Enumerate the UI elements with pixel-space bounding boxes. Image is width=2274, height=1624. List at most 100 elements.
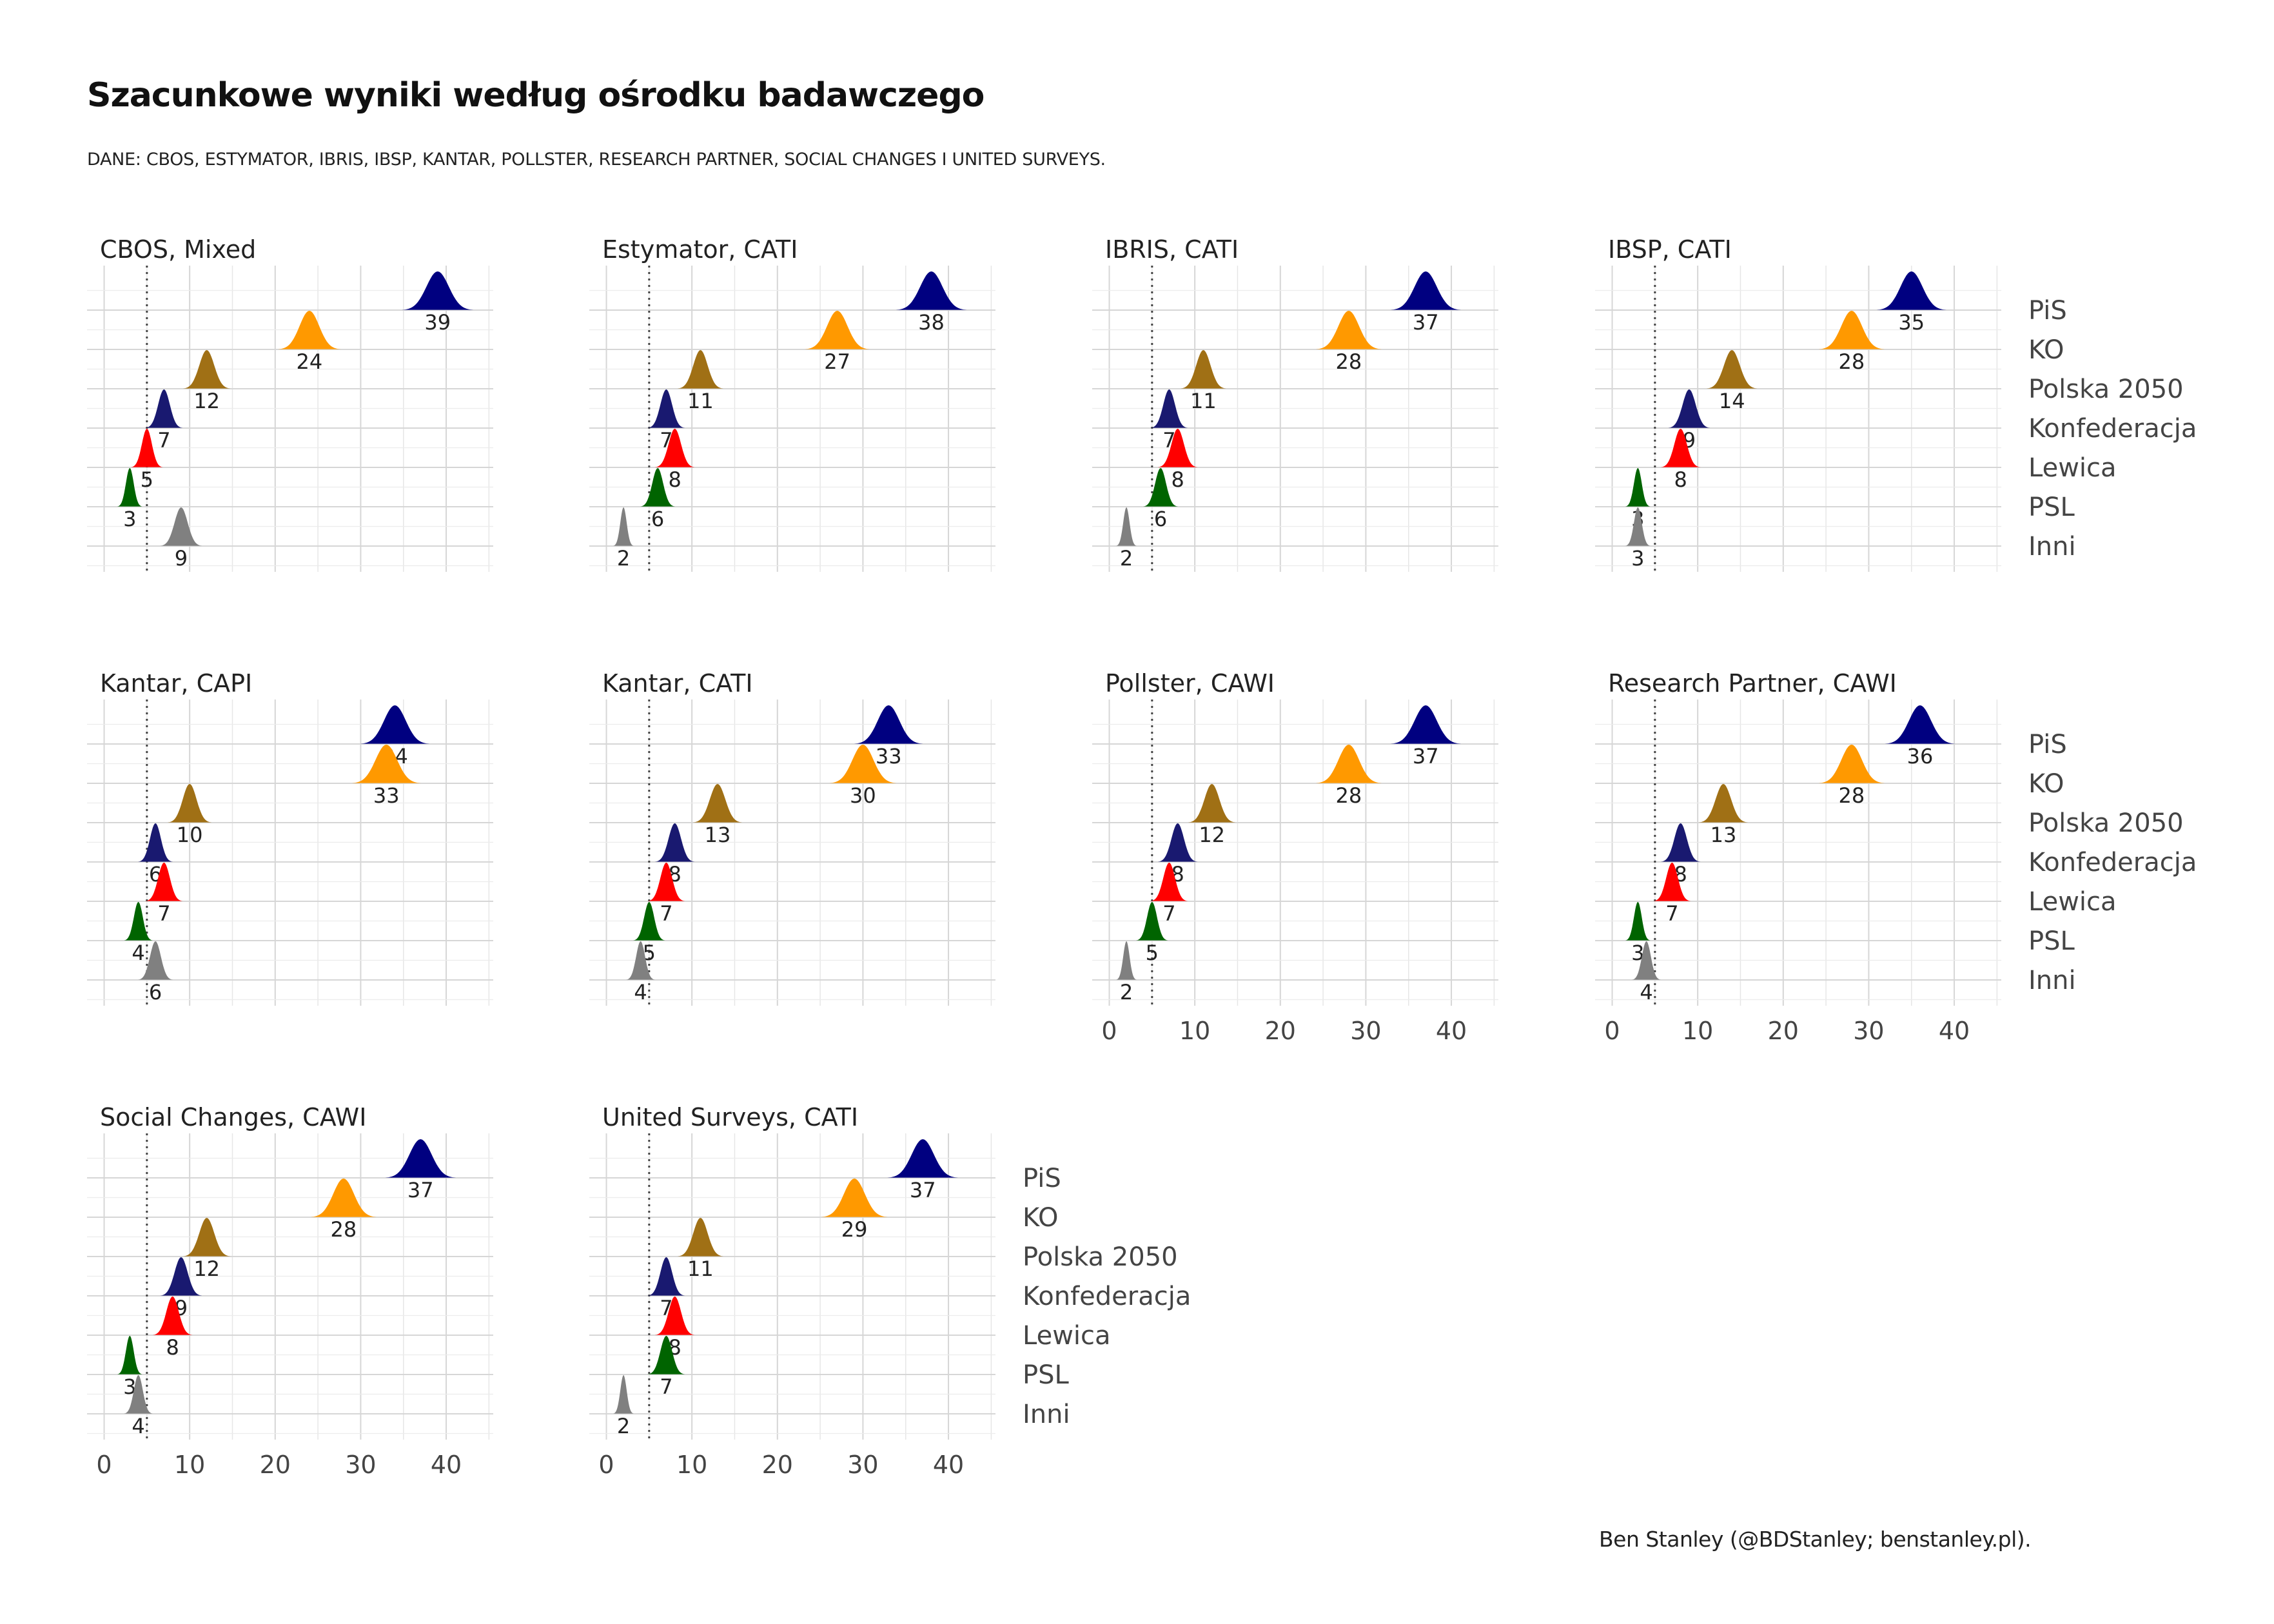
- value-label-polska-2050: 13: [1710, 823, 1737, 847]
- ridge-inni: [160, 507, 202, 546]
- y-tick-label-psl: PSL: [2028, 493, 2075, 522]
- ridge-psl: [640, 468, 676, 507]
- value-label-psl: 6: [651, 507, 664, 531]
- facet-panel: IBSP, CATI3528149833PiSKOPolska 2050Konf…: [1595, 235, 2197, 572]
- value-label-lewica: 8: [1171, 467, 1184, 492]
- ridge-inni: [613, 1375, 634, 1414]
- value-label-inni: 2: [1120, 980, 1133, 1004]
- y-tick-label-ko: KO: [2028, 335, 2064, 365]
- value-label-ko: 30: [850, 783, 876, 808]
- ridge-polska-2050: [1706, 350, 1758, 389]
- value-label-ko: 33: [373, 783, 400, 808]
- value-label-ko: 24: [296, 349, 322, 374]
- y-tick-label-pis: PiS: [2028, 296, 2067, 326]
- ridge-lewica: [654, 1296, 695, 1335]
- value-label-lewica: 7: [660, 901, 672, 926]
- value-label-lewica: 5: [141, 467, 153, 492]
- value-label-polska-2050: 12: [1199, 823, 1225, 847]
- ridge-konfederacja: [654, 823, 695, 862]
- ridge-ko: [310, 1179, 377, 1217]
- x-tick-label: 10: [174, 1451, 205, 1479]
- ridge-inni: [1632, 941, 1661, 980]
- y-tick-label-konfederacja: Konfederacja: [2028, 848, 2197, 877]
- ridge-ko: [1315, 311, 1382, 349]
- ridge-lewica: [654, 429, 695, 467]
- ridge-ko: [1818, 745, 1885, 783]
- ridge-psl: [124, 902, 153, 941]
- value-label-psl: 6: [1154, 507, 1167, 531]
- ridge-lewica: [1157, 429, 1198, 467]
- ridge-pis: [385, 1139, 456, 1178]
- y-tick-label-polska-2050: Polska 2050: [2028, 375, 2184, 404]
- y-tick-label-ko: KO: [1023, 1203, 1059, 1233]
- y-tick-label-konfederacja: Konfederacja: [2028, 414, 2197, 444]
- value-label-polska-2050: 13: [705, 823, 731, 847]
- value-label-polska-2050: 12: [193, 389, 220, 413]
- facet-title: IBSP, CATI: [1608, 235, 1732, 264]
- ridge-psl: [1136, 902, 1168, 941]
- value-label-ko: 27: [824, 349, 850, 374]
- x-tick-label: 20: [762, 1451, 793, 1479]
- y-tick-label-lewica: Lewica: [2028, 453, 2117, 483]
- ridge-pis: [887, 1139, 959, 1178]
- value-label-ko: 28: [331, 1217, 357, 1242]
- facet-title: Pollster, CAWI: [1105, 669, 1275, 698]
- ridge-psl: [1625, 902, 1651, 941]
- value-label-psl: 3: [1631, 941, 1644, 965]
- y-tick-label-pis: PiS: [2028, 730, 2067, 759]
- value-label-inni: 2: [1120, 546, 1133, 571]
- ridge-pis: [1885, 705, 1955, 744]
- ridge-polska-2050: [182, 1218, 231, 1257]
- x-tick-label: 0: [96, 1451, 112, 1479]
- value-label-polska-2050: 11: [687, 389, 714, 413]
- ridge-konfederacja: [1157, 823, 1198, 862]
- ridge-polska-2050: [692, 784, 743, 823]
- value-label-psl: 3: [123, 507, 136, 531]
- y-tick-label-lewica: Lewica: [1023, 1321, 1111, 1351]
- ridge-konfederacja: [1668, 389, 1710, 428]
- y-tick-label-inni: Inni: [2028, 532, 2076, 562]
- ridge-lewica: [1150, 863, 1188, 901]
- ridge-konfederacja: [647, 389, 685, 428]
- ridge-konfederacja: [1660, 823, 1701, 862]
- value-label-pis: 33: [876, 744, 902, 768]
- y-tick-label-inni: Inni: [2028, 966, 2076, 995]
- ridge-lewica: [647, 863, 685, 901]
- ridge-psl: [117, 468, 142, 507]
- ridge-konfederacja: [160, 1257, 202, 1296]
- value-label-pis: 37: [910, 1178, 936, 1202]
- x-tick-label: 30: [1853, 1017, 1884, 1045]
- y-tick-label-psl: PSL: [1023, 1360, 1070, 1390]
- value-label-pis: 37: [407, 1178, 434, 1202]
- ridge-psl: [1625, 468, 1651, 507]
- ridge-inni: [613, 507, 634, 546]
- value-label-lewica: 8: [166, 1335, 179, 1360]
- value-label-pis: 35: [1898, 310, 1925, 335]
- ridge-konfederacja: [145, 389, 183, 428]
- ridge-polska-2050: [1698, 784, 1749, 823]
- x-tick-label: 30: [345, 1451, 376, 1479]
- ridge-inni: [138, 941, 173, 980]
- facet-title: Kantar, CAPI: [100, 669, 252, 698]
- ridge-ko: [351, 745, 421, 783]
- value-label-polska-2050: 14: [1719, 389, 1745, 413]
- ridge-inni: [1116, 941, 1137, 980]
- ridge-ko: [821, 1179, 888, 1217]
- ridge-polska-2050: [1180, 350, 1227, 389]
- y-tick-label-inni: Inni: [1023, 1400, 1070, 1429]
- facet-title: Social Changes, CAWI: [100, 1103, 366, 1131]
- value-label-ko: 28: [1839, 783, 1865, 808]
- facet-title: United Surveys, CATI: [602, 1103, 858, 1131]
- ridge-psl: [647, 1336, 685, 1375]
- ridge-polska-2050: [677, 350, 724, 389]
- ridge-pis: [1390, 271, 1462, 310]
- ridge-ko: [829, 745, 897, 783]
- value-label-pis: 36: [1907, 744, 1934, 768]
- ridge-lewica: [1660, 429, 1701, 467]
- ridge-polska-2050: [182, 350, 231, 389]
- facet-title: Estymator, CATI: [602, 235, 798, 264]
